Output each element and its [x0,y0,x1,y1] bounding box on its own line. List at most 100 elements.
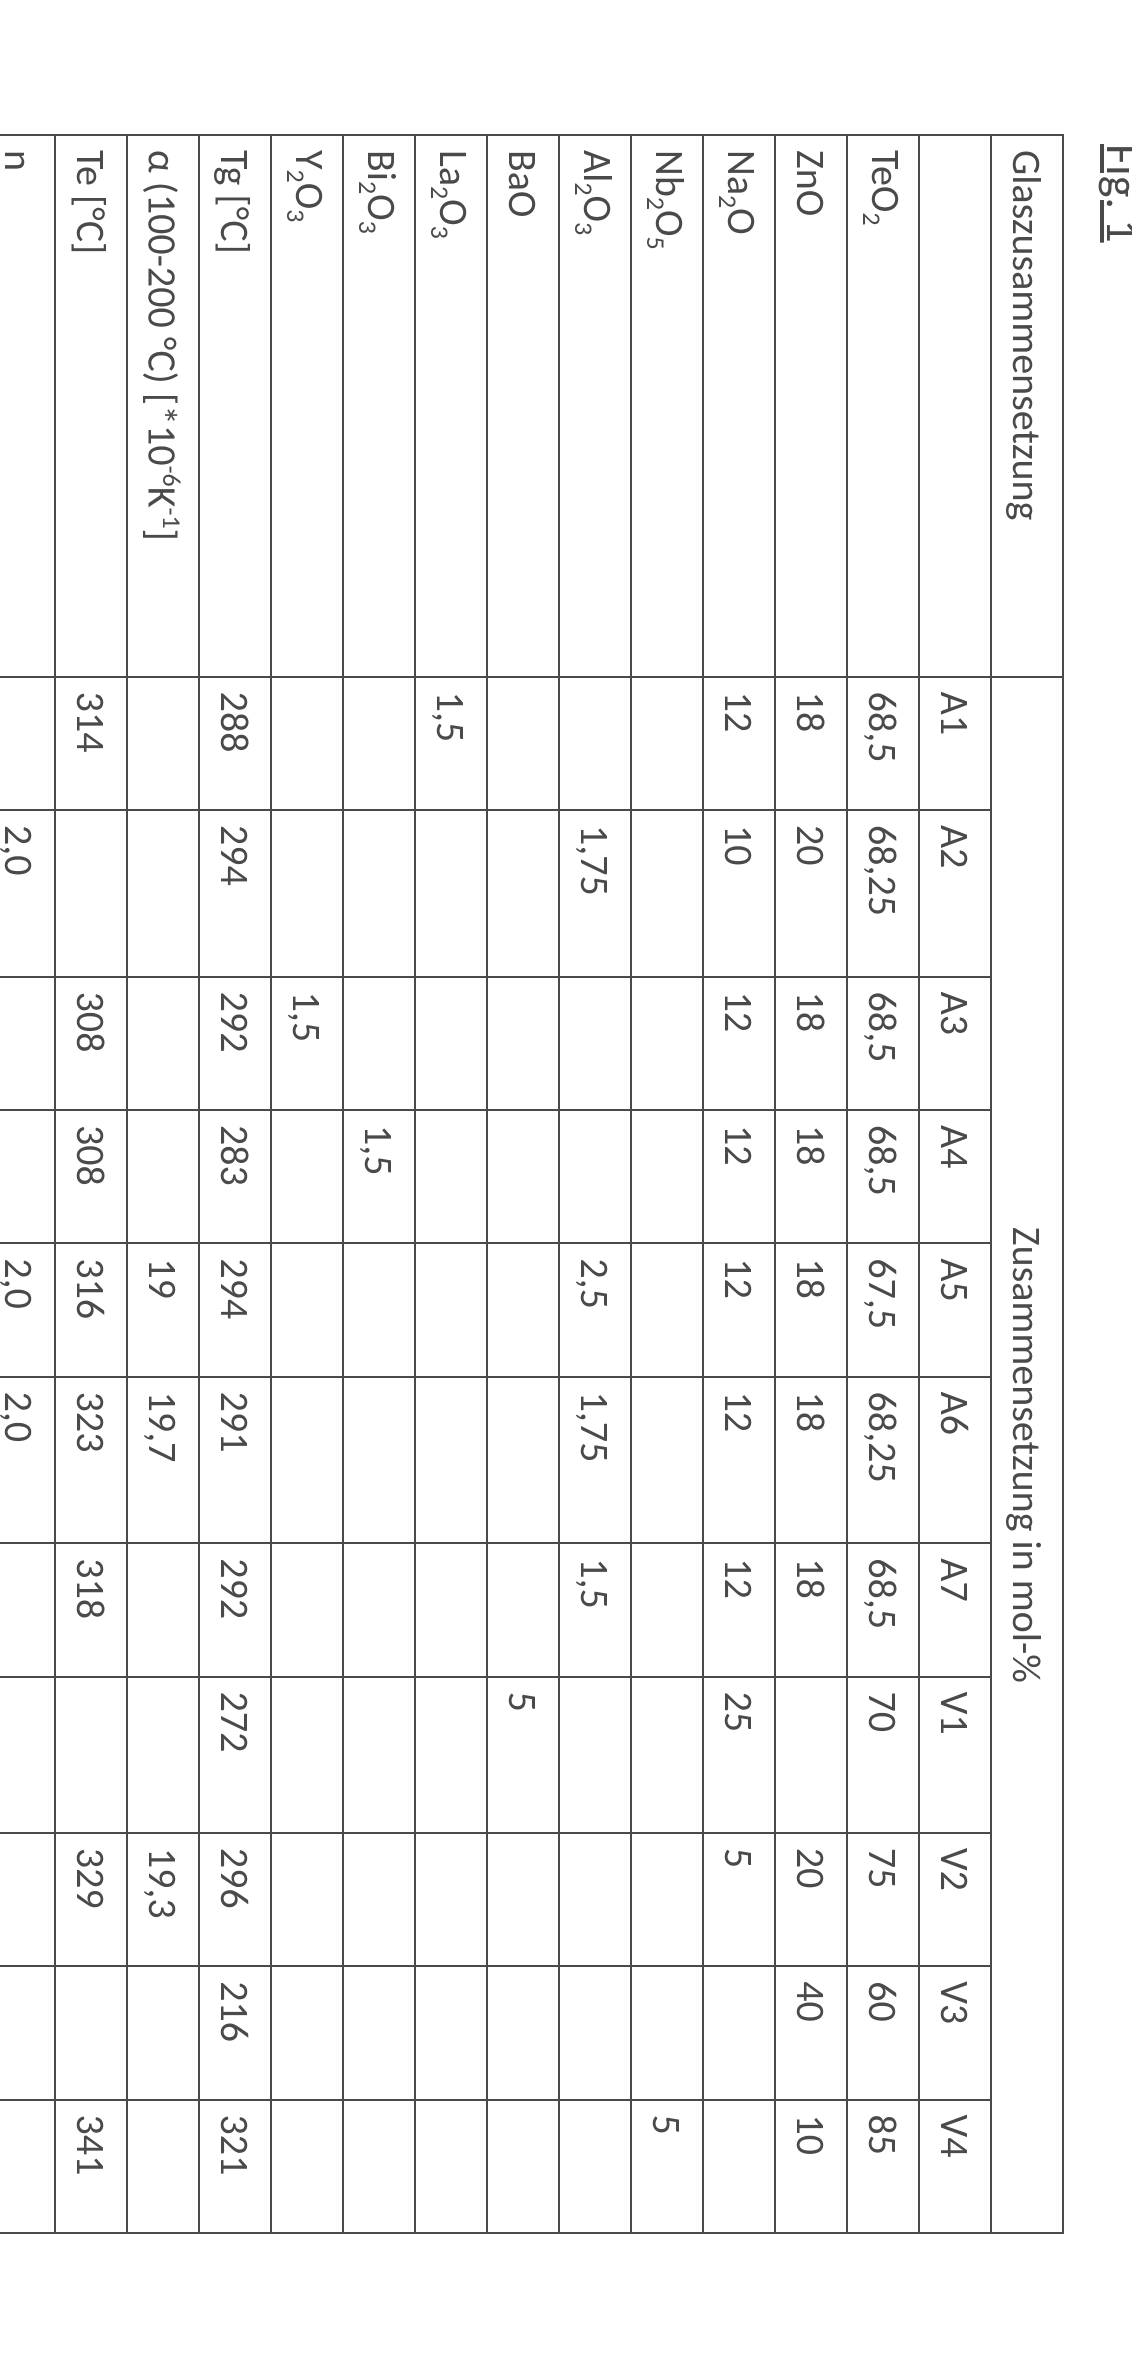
cell [343,1243,415,1376]
col-header: V2 [919,1832,991,1965]
cell [631,976,703,1109]
cell: 12 [703,676,775,809]
cell: 341 [55,2099,127,2232]
cell: 308 [55,976,127,1109]
row-label: Al2O3 [559,135,631,677]
cell: 68,5 [847,676,919,809]
cell: 40 [775,1966,847,2099]
table-row: TeO2 68,5 68,25 68,5 68,5 67,5 68,25 68,… [847,135,919,2233]
cell: 2,5 [559,1243,631,1376]
cell [0,1543,55,1676]
cell: 1,75 [559,1376,631,1543]
cell: 288 [199,676,271,809]
cell [415,810,487,977]
cell: 318 [55,1543,127,1676]
col-header: A7 [919,1543,991,1676]
cell: 18 [775,1543,847,1676]
cell [415,1376,487,1543]
cell [559,1832,631,1965]
cell: 19,3 [127,1832,199,1965]
cell [0,2099,55,2232]
cell [271,1243,343,1376]
table-row: Al2O3 1,75 2,5 1,75 1,5 [559,135,631,2233]
col-header: V4 [919,2099,991,2232]
cell: 1,75 [559,810,631,977]
row-label: Tg [°C] [199,135,271,677]
cell: 18 [775,1376,847,1543]
cell: 316 [55,1243,127,1376]
cell [487,1376,559,1543]
row-label: TeO2 [847,135,919,677]
row-label: BaO [487,135,559,677]
cell: 19 [127,1243,199,1376]
rotated-container: Fig. 1 Glaszusammensetzung Zusammensetzu… [0,134,1132,2234]
cell: 68,5 [847,1543,919,1676]
cell [343,1376,415,1543]
row-label: Nb2O5 [631,135,703,677]
cell [631,1676,703,1832]
cell [703,1966,775,2099]
cell: 12 [703,1376,775,1543]
cell: 18 [775,1109,847,1242]
cell [487,1543,559,1676]
cell [127,810,199,977]
col-header: A6 [919,1376,991,1543]
row-label: n [0,135,55,677]
cell: 68,5 [847,1109,919,1242]
cell [487,1966,559,2099]
cell [0,1676,55,1832]
cell: 1,5 [271,976,343,1109]
cell [127,2099,199,2232]
cell [631,1966,703,2099]
col-header: A4 [919,1109,991,1242]
cell: 314 [55,676,127,809]
cell: 18 [775,1243,847,1376]
cell [559,1966,631,2099]
cell: 2,0 [0,1243,55,1376]
cell [487,676,559,809]
cell: 68,25 [847,1376,919,1543]
col-header: A3 [919,976,991,1109]
cell [487,1109,559,1242]
top-header-label: Glaszusammensetzung [991,135,1063,677]
table-row: Na2O 12 10 12 12 12 12 12 25 5 [703,135,775,2233]
cell [415,1676,487,1832]
col-header: V1 [919,1676,991,1832]
empty-corner [919,135,991,677]
cell [127,1676,199,1832]
cell [415,1243,487,1376]
cell: 272 [199,1676,271,1832]
cell [343,1543,415,1676]
cell [559,1676,631,1832]
composition-table: Glaszusammensetzung Zusammensetzung in m… [0,134,1064,2234]
cell [631,1543,703,1676]
cell: 19,7 [127,1376,199,1543]
cell: 18 [775,976,847,1109]
figure-label: Fig. 1 [1094,144,1132,2234]
cell [271,2099,343,2232]
cell [631,1109,703,1242]
cell [415,1543,487,1676]
cell [343,1832,415,1965]
cell: 5 [703,1832,775,1965]
cell: 12 [703,1243,775,1376]
cell [487,2099,559,2232]
cell: 323 [55,1376,127,1543]
table-row: Y2O3 1,5 [271,135,343,2233]
cell [127,676,199,809]
cell: 5 [631,2099,703,2232]
table-row: La2O3 1,5 [415,135,487,2233]
cell: 308 [55,1109,127,1242]
cell [127,1109,199,1242]
col-header: A1 [919,676,991,809]
row-label: Y2O3 [271,135,343,677]
cell [559,676,631,809]
cell [271,1832,343,1965]
cell: 85 [847,2099,919,2232]
cell: 10 [703,810,775,977]
table-row: Nb2O5 5 [631,135,703,2233]
header-row-1: Glaszusammensetzung Zusammensetzung in m… [991,135,1063,2233]
cell [343,2099,415,2232]
cell [631,1243,703,1376]
units-header: Zusammensetzung in mol-% [991,676,1063,2232]
